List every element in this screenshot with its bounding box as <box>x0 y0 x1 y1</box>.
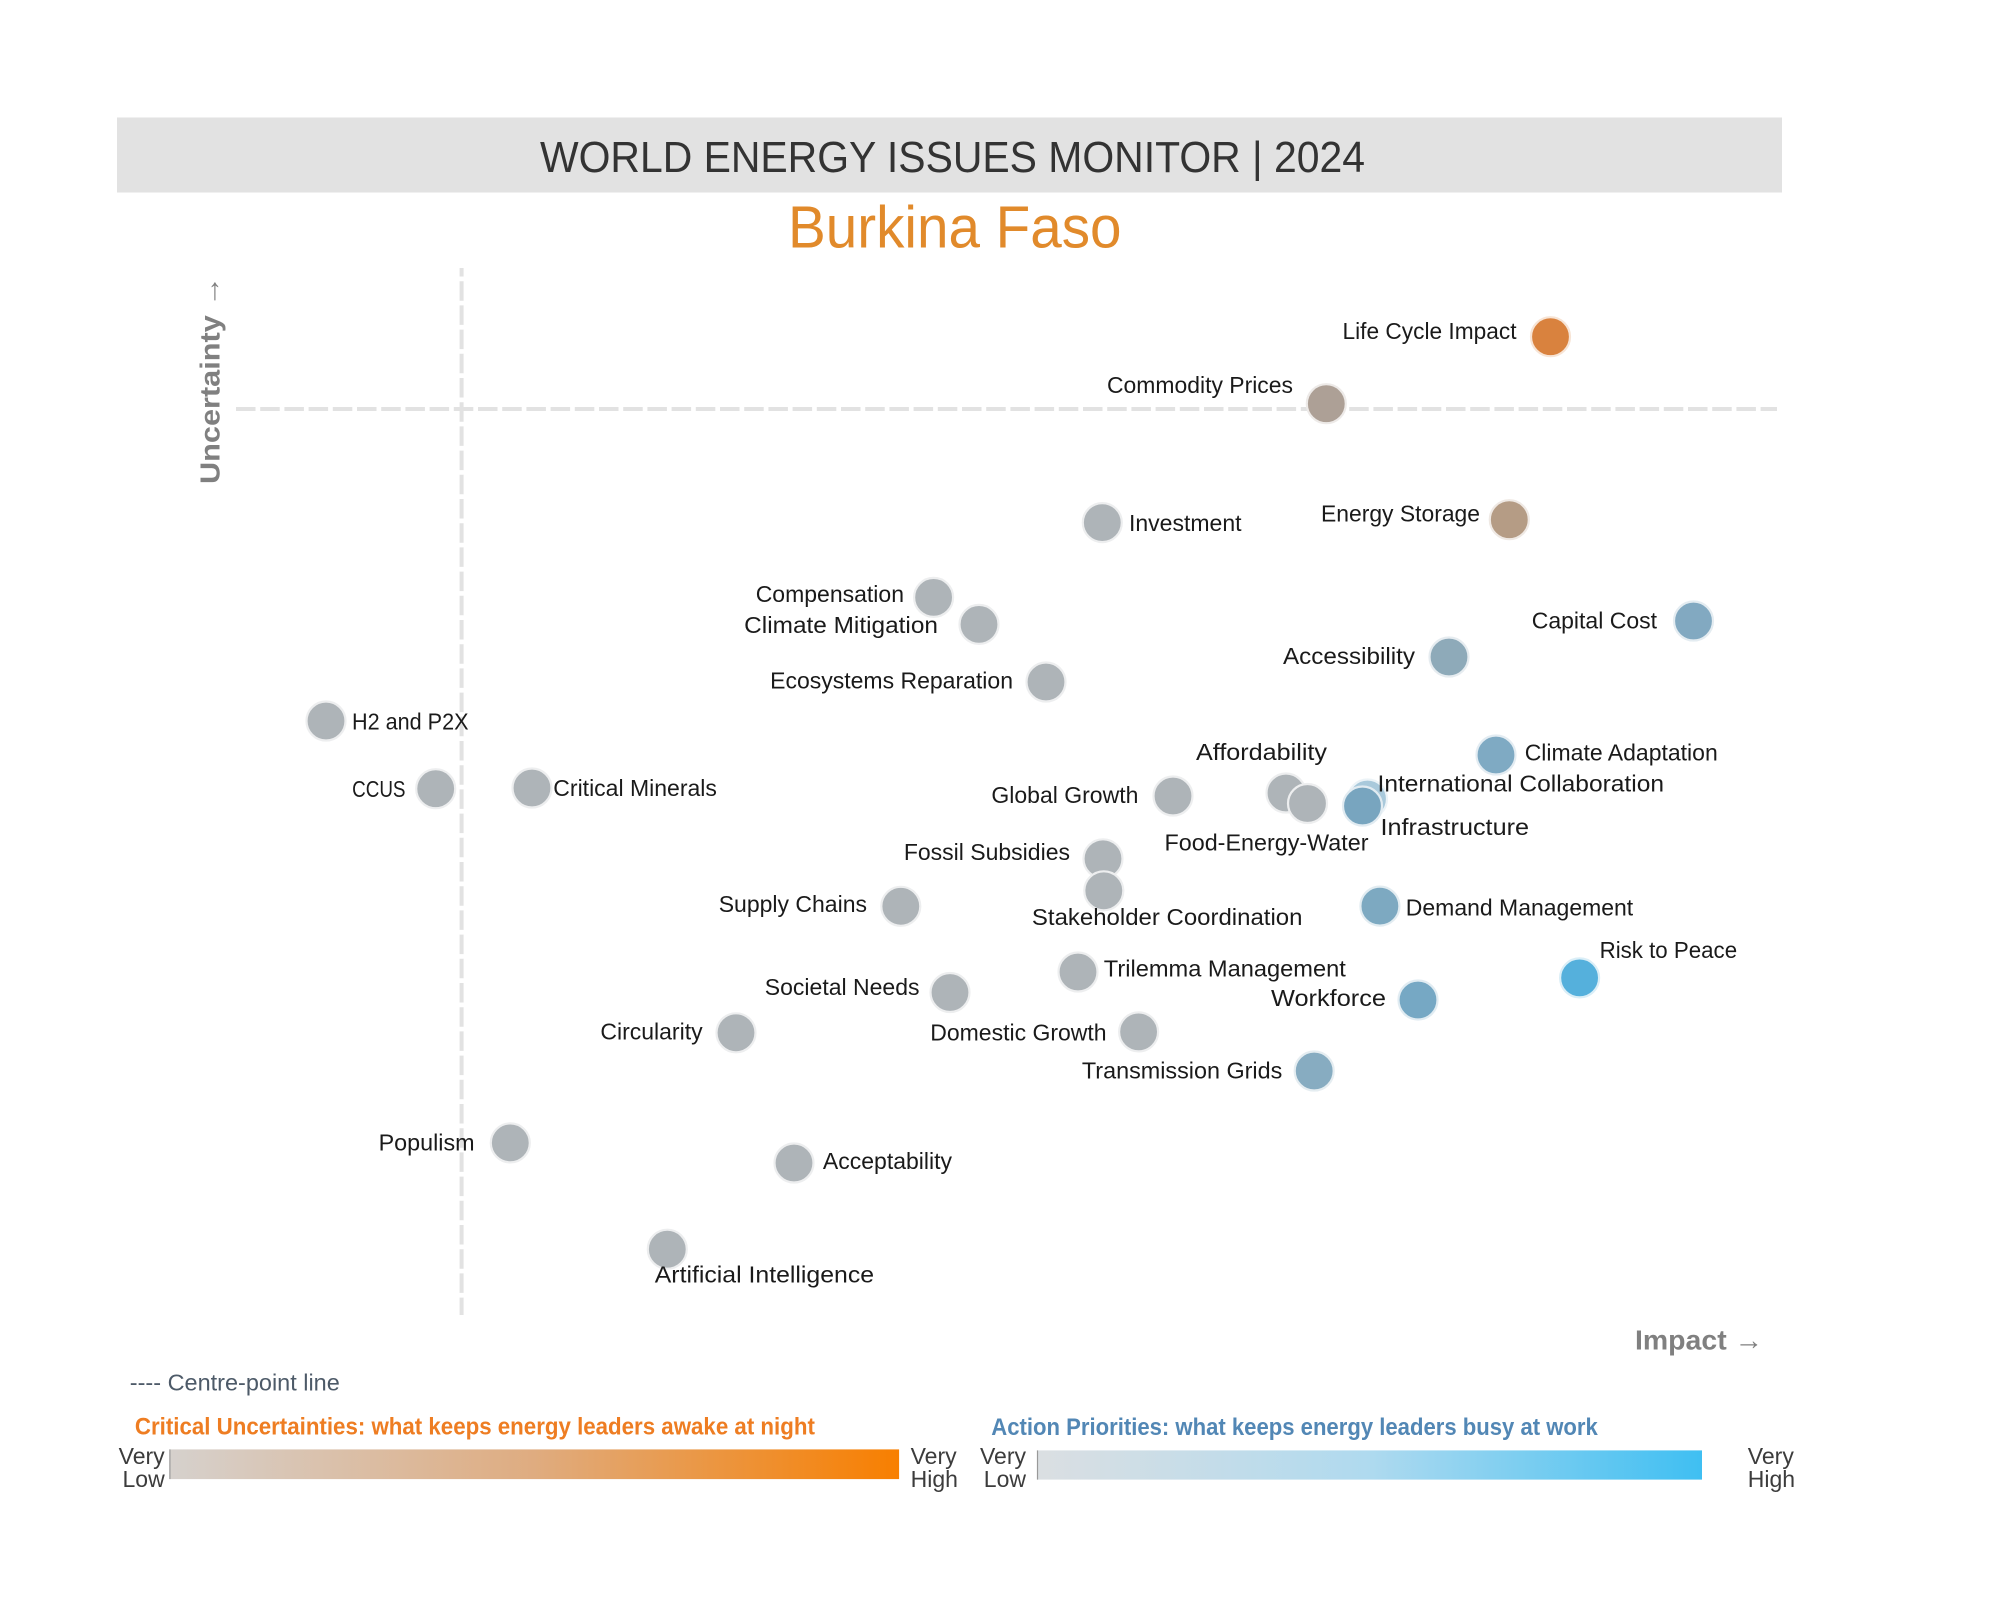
svg-text:Infrastructure: Infrastructure <box>1381 814 1530 840</box>
svg-text:---- Centre-point line: ---- Centre-point line <box>130 1370 340 1396</box>
svg-text:Stakeholder Coordination: Stakeholder Coordination <box>1032 904 1303 930</box>
svg-text:WORLD ENERGY ISSUES MONITOR |: WORLD ENERGY ISSUES MONITOR | 2024 <box>540 133 1365 182</box>
svg-text:Impact →: Impact → <box>1635 1325 1763 1356</box>
svg-text:Accessibility: Accessibility <box>1283 643 1416 669</box>
svg-text:High: High <box>1748 1466 1795 1492</box>
svg-text:Demand Management: Demand Management <box>1406 894 1634 920</box>
svg-text:Very: Very <box>1748 1443 1795 1469</box>
svg-text:Critical Uncertainties: what k: Critical Uncertainties: what keeps energ… <box>135 1414 815 1441</box>
svg-text:International Collaboration: International Collaboration <box>1378 771 1665 797</box>
svg-text:Workforce: Workforce <box>1271 985 1386 1011</box>
svg-text:Fossil Subsidies: Fossil Subsidies <box>904 839 1070 865</box>
svg-text:Transmission Grids: Transmission Grids <box>1082 1058 1282 1084</box>
svg-text:Commodity Prices: Commodity Prices <box>1107 372 1293 398</box>
svg-text:Action Priorities: what keeps: Action Priorities: what keeps energy lea… <box>991 1414 1598 1441</box>
svg-text:Uncertainty →: Uncertainty → <box>195 276 226 484</box>
svg-text:Ecosystems Reparation: Ecosystems Reparation <box>770 667 1013 693</box>
svg-text:Capital Cost: Capital Cost <box>1532 608 1658 634</box>
svg-text:Artificial Intelligence: Artificial Intelligence <box>655 1261 874 1287</box>
svg-text:High: High <box>911 1466 958 1492</box>
svg-text:Life Cycle Impact: Life Cycle Impact <box>1343 318 1518 344</box>
svg-text:Very: Very <box>980 1443 1027 1469</box>
svg-text:Affordability: Affordability <box>1196 739 1328 765</box>
svg-text:Low: Low <box>122 1466 165 1492</box>
svg-text:H2 and P2X: H2 and P2X <box>352 709 469 735</box>
svg-text:Domestic Growth: Domestic Growth <box>930 1019 1106 1045</box>
svg-text:Critical Minerals: Critical Minerals <box>553 775 717 801</box>
svg-text:Climate Adaptation: Climate Adaptation <box>1525 739 1718 765</box>
svg-text:CCUS: CCUS <box>352 776 405 802</box>
svg-text:Acceptability: Acceptability <box>823 1148 953 1174</box>
svg-text:Burkina Faso: Burkina Faso <box>788 195 1122 261</box>
svg-text:Trilemma Management: Trilemma Management <box>1104 955 1347 981</box>
svg-text:Very: Very <box>911 1443 958 1469</box>
svg-text:Low: Low <box>984 1466 1027 1492</box>
svg-text:Energy Storage: Energy Storage <box>1321 501 1480 527</box>
svg-text:Populism: Populism <box>379 1129 475 1155</box>
svg-text:Very: Very <box>119 1443 166 1469</box>
svg-text:Circularity: Circularity <box>600 1019 703 1045</box>
svg-text:Food-Energy-Water: Food-Energy-Water <box>1165 830 1369 856</box>
svg-text:Investment: Investment <box>1129 510 1242 536</box>
svg-text:Societal Needs: Societal Needs <box>765 974 920 1000</box>
svg-text:Supply Chains: Supply Chains <box>719 891 867 917</box>
svg-text:Climate Mitigation: Climate Mitigation <box>744 612 938 638</box>
svg-text:Risk to Peace: Risk to Peace <box>1600 937 1738 963</box>
svg-text:Compensation: Compensation <box>756 581 904 607</box>
svg-text:Global Growth: Global Growth <box>991 782 1138 808</box>
